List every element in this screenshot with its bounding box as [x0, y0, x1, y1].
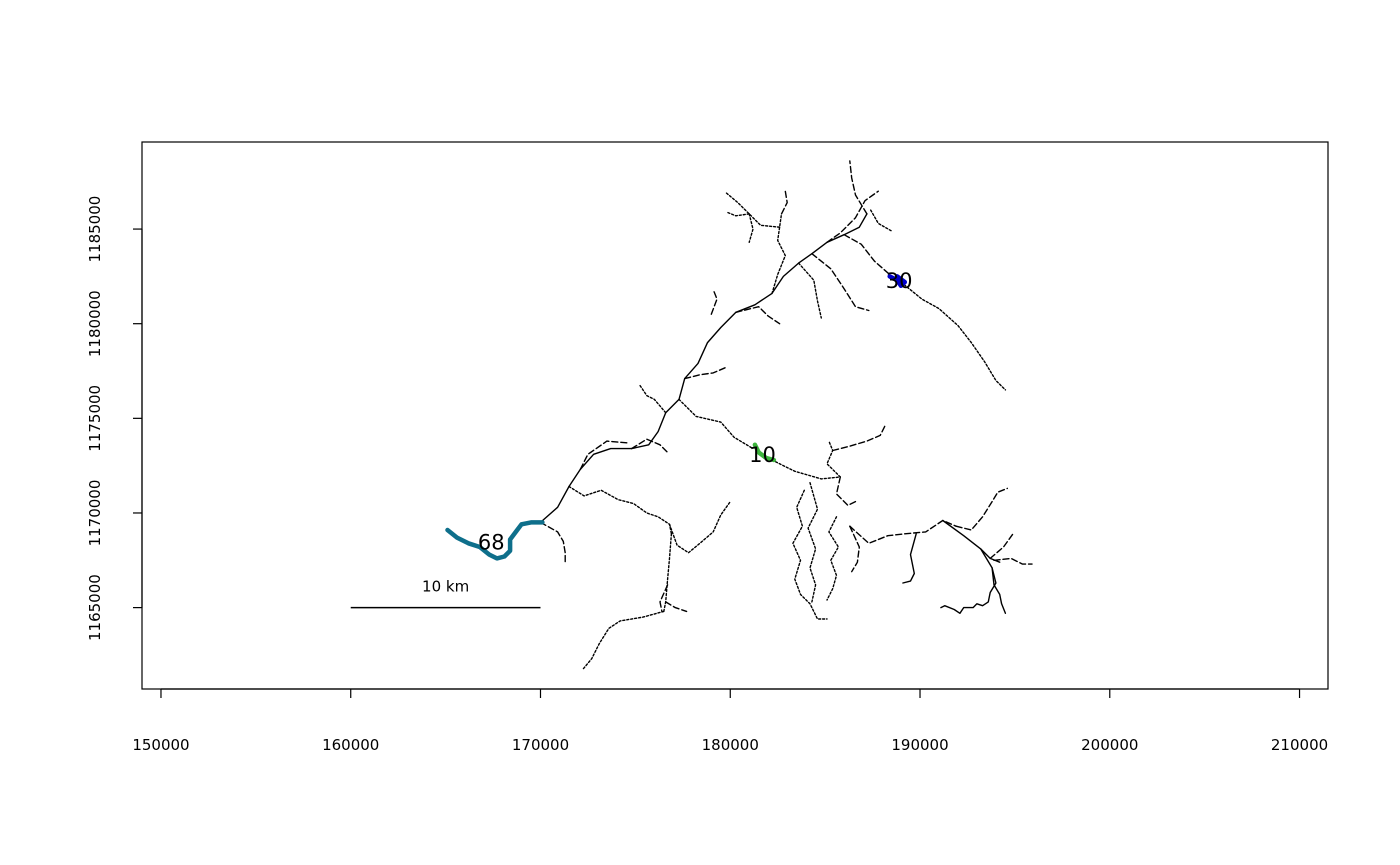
river-network: [539, 160, 1033, 671]
segment-label-10: 10: [749, 443, 776, 467]
y-tick-label: 1175000: [86, 385, 104, 452]
highlighted-segment-68: [445, 520, 545, 561]
river-reach: [539, 521, 566, 565]
river-reach: [955, 487, 1008, 531]
river-reach: [811, 252, 870, 312]
river-reach: [940, 548, 997, 614]
river-reach: [735, 306, 781, 325]
highlighted-segment-10: [752, 442, 777, 463]
x-axis: 150000 160000 170000 180000 190000 200000 2100…: [132, 688, 1328, 754]
plot-frame: [141, 141, 1329, 690]
river-reach: [826, 440, 841, 478]
river-reach: [849, 160, 868, 215]
river-reach: [665, 601, 688, 613]
river-reach: [826, 190, 879, 244]
river-reach: [568, 485, 673, 535]
y-tick-label: 1180000: [86, 290, 104, 357]
river-reach: [684, 366, 728, 380]
x-tick-label: 150000: [132, 736, 189, 754]
river-reach: [725, 211, 750, 217]
x-tick-label: 180000: [702, 736, 759, 754]
river-reach: [581, 610, 665, 671]
y-tick-label: 1185000: [86, 196, 104, 263]
river-reach: [663, 533, 673, 613]
river-reach: [902, 533, 917, 584]
river-reach: [539, 213, 868, 524]
river-reach: [710, 288, 718, 315]
river-reach: [771, 213, 786, 295]
river-reach: [870, 209, 893, 232]
river-reach: [942, 519, 1001, 563]
river-reach: [748, 213, 754, 244]
segment-label-30: 30: [886, 269, 913, 293]
river-reach: [630, 438, 669, 454]
x-tick-label: 170000: [512, 736, 569, 754]
river-reach: [993, 557, 1033, 565]
river-reach: [849, 525, 860, 573]
highlighted-segment-30: [887, 274, 908, 289]
x-tick-label: 210000: [1271, 736, 1328, 754]
river-reach: [668, 500, 731, 554]
river-reach: [989, 533, 1014, 560]
y-tick-label: 1165000: [86, 574, 104, 641]
river-reach: [797, 262, 822, 319]
river-reach: [792, 489, 828, 620]
river-reach: [900, 281, 1007, 391]
river-reach: [849, 519, 957, 544]
segment-label-68: 68: [478, 530, 505, 554]
y-tick-label: 1170000: [86, 480, 104, 547]
x-tick-label: 160000: [322, 736, 379, 754]
y-axis: 1165000 1170000 1175000 1180000 1185000: [86, 196, 143, 641]
x-tick-label: 200000: [1081, 736, 1138, 754]
x-tick-label: 190000: [891, 736, 948, 754]
river-reach: [638, 383, 667, 414]
river-reach: [835, 476, 857, 507]
scale-bar-label: 10 km: [422, 578, 469, 596]
river-reach: [832, 423, 887, 452]
river-reach: [826, 516, 840, 601]
scale-bar: 10 km: [350, 578, 541, 609]
river-reach: [771, 459, 841, 480]
river-reach: [991, 567, 1007, 614]
river-reach: [659, 584, 669, 613]
highlighted-segments: 68 10 30: [445, 269, 913, 561]
river-reach: [579, 440, 629, 471]
river-reach: [780, 190, 788, 215]
river-reach: [807, 482, 819, 603]
river-reach: [725, 192, 781, 228]
river-reach: [678, 398, 754, 450]
